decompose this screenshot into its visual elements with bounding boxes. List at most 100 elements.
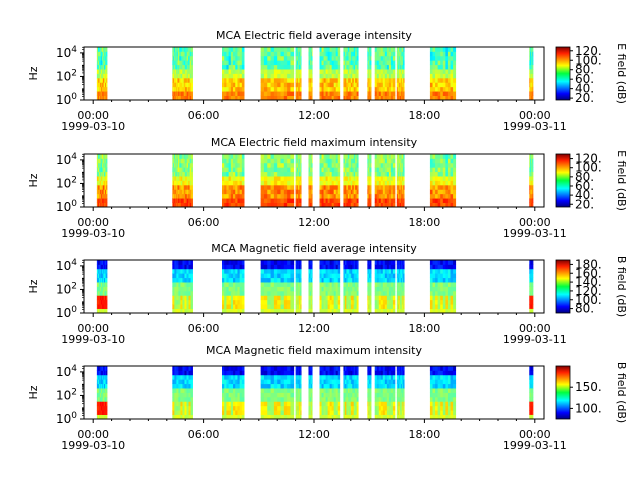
spectrogram-cell bbox=[353, 64, 356, 70]
spectrogram-cell bbox=[333, 69, 337, 74]
spectrogram-cell bbox=[172, 86, 174, 92]
spectrogram-cell bbox=[370, 260, 372, 265]
spectrogram-cell bbox=[384, 69, 388, 74]
spectrogram-cell bbox=[397, 64, 399, 70]
spectrogram-cell bbox=[319, 86, 322, 92]
spectrogram-cell bbox=[347, 95, 350, 101]
spectrogram-cell bbox=[343, 273, 346, 279]
spectrogram-cell bbox=[388, 202, 392, 208]
spectrogram-cell bbox=[260, 286, 265, 292]
spectrogram-cell bbox=[347, 193, 350, 199]
spectrogram-cell bbox=[177, 176, 179, 181]
spectrogram-cell bbox=[224, 273, 227, 279]
spectrogram-cell bbox=[190, 282, 193, 287]
spectrogram-cell bbox=[337, 162, 341, 168]
spectrogram-cell bbox=[188, 176, 191, 181]
spectrogram-cell bbox=[344, 171, 347, 177]
spectrogram-cell bbox=[173, 82, 175, 88]
spectrogram-cell bbox=[267, 273, 271, 279]
spectrogram-cell bbox=[401, 91, 404, 96]
spectrogram-cell bbox=[321, 158, 324, 164]
spectrogram-cell bbox=[329, 277, 333, 283]
spectrogram-cell bbox=[224, 299, 227, 305]
spectrogram-cell bbox=[267, 290, 271, 296]
spectrogram-cell bbox=[226, 167, 230, 173]
spectrogram-cell bbox=[101, 202, 104, 208]
spectrogram-cell bbox=[176, 268, 179, 274]
spectrogram-cell bbox=[191, 82, 193, 88]
spectrogram-cell bbox=[349, 158, 352, 164]
spectrogram-cell bbox=[172, 304, 175, 309]
spectrogram-cell bbox=[331, 189, 335, 195]
spectrogram-cell bbox=[290, 260, 295, 265]
spectrogram-cell bbox=[283, 193, 288, 199]
spectrogram-cell bbox=[353, 295, 356, 301]
spectrogram-cell bbox=[280, 162, 285, 168]
spectrogram-cell bbox=[435, 282, 439, 287]
spectrogram-cell bbox=[237, 176, 241, 181]
spectrogram-cell bbox=[172, 260, 175, 265]
spectrogram-cell bbox=[321, 273, 324, 279]
spectrogram-cell bbox=[174, 95, 176, 101]
spectrogram-cell bbox=[370, 86, 372, 92]
spectrogram-cell bbox=[435, 180, 439, 186]
x-tick-label: 00:00 bbox=[519, 109, 551, 122]
spectrogram-cell bbox=[105, 290, 108, 296]
spectrogram-cell bbox=[323, 158, 326, 164]
spectrogram-cell bbox=[173, 189, 175, 195]
spectrogram-cell bbox=[190, 286, 193, 292]
spectrogram-cell bbox=[299, 295, 301, 301]
spectrogram-cell bbox=[241, 64, 245, 70]
spectrogram-cell bbox=[390, 60, 394, 66]
spectrogram-cell bbox=[300, 162, 302, 168]
spectrogram-cell bbox=[333, 202, 337, 208]
spectrogram-cell bbox=[296, 69, 298, 74]
spectrogram-cell bbox=[376, 180, 380, 186]
x-tick-label: 06:00 bbox=[188, 216, 220, 229]
spectrogram-cell bbox=[388, 299, 392, 305]
spectrogram-cell bbox=[382, 60, 386, 66]
spectrogram-cell bbox=[176, 55, 178, 61]
spectrogram-cell bbox=[100, 162, 103, 168]
colorbar-tick-label: 40. bbox=[575, 82, 594, 96]
spectrogram-cell bbox=[403, 268, 405, 274]
spectrogram-cell bbox=[300, 95, 301, 101]
spectrogram-cell bbox=[392, 260, 396, 265]
spectrogram-cell bbox=[327, 282, 331, 287]
spectrogram-cell bbox=[173, 95, 175, 101]
spectrogram-cell bbox=[374, 299, 378, 305]
spectrogram-cell bbox=[382, 95, 386, 101]
spectrogram-cell bbox=[445, 77, 449, 83]
spectrogram-cell bbox=[401, 77, 403, 83]
spectrogram-cell bbox=[329, 304, 333, 309]
spectrogram-cell bbox=[378, 47, 382, 52]
spectrogram-cell bbox=[344, 95, 347, 101]
spectrogram-cell bbox=[300, 47, 302, 52]
spectrogram-cell bbox=[386, 260, 390, 265]
spectrogram-cell bbox=[450, 64, 454, 70]
spectrogram-cell bbox=[376, 171, 380, 177]
spectrogram-cell bbox=[98, 180, 101, 186]
spectrogram-cell bbox=[435, 171, 439, 177]
spectrogram-cell bbox=[270, 295, 275, 301]
spectrogram-cell bbox=[237, 47, 241, 52]
spectrogram-cell bbox=[323, 77, 326, 83]
spectrogram-cell bbox=[297, 158, 299, 164]
spectrogram-cell bbox=[295, 295, 297, 301]
spectrogram-cell bbox=[311, 64, 313, 70]
spectrogram-cell bbox=[333, 171, 337, 177]
spectrogram-cell bbox=[97, 82, 100, 88]
spectrogram-cell bbox=[344, 277, 347, 283]
spectrogram-cell bbox=[370, 308, 372, 314]
spectrogram-cell bbox=[241, 184, 245, 190]
spectrogram-cell bbox=[401, 162, 403, 168]
spectrogram-cell bbox=[230, 154, 234, 159]
spectrogram-cell bbox=[344, 55, 347, 61]
spectrogram-cell bbox=[347, 260, 350, 265]
spectrogram-cell bbox=[355, 295, 358, 301]
spectrogram-cell bbox=[398, 60, 400, 66]
spectrogram-cell bbox=[445, 290, 449, 296]
spectrogram-cell bbox=[380, 193, 384, 199]
spectrogram-cell bbox=[239, 60, 243, 66]
spectrogram-cell bbox=[299, 176, 301, 181]
